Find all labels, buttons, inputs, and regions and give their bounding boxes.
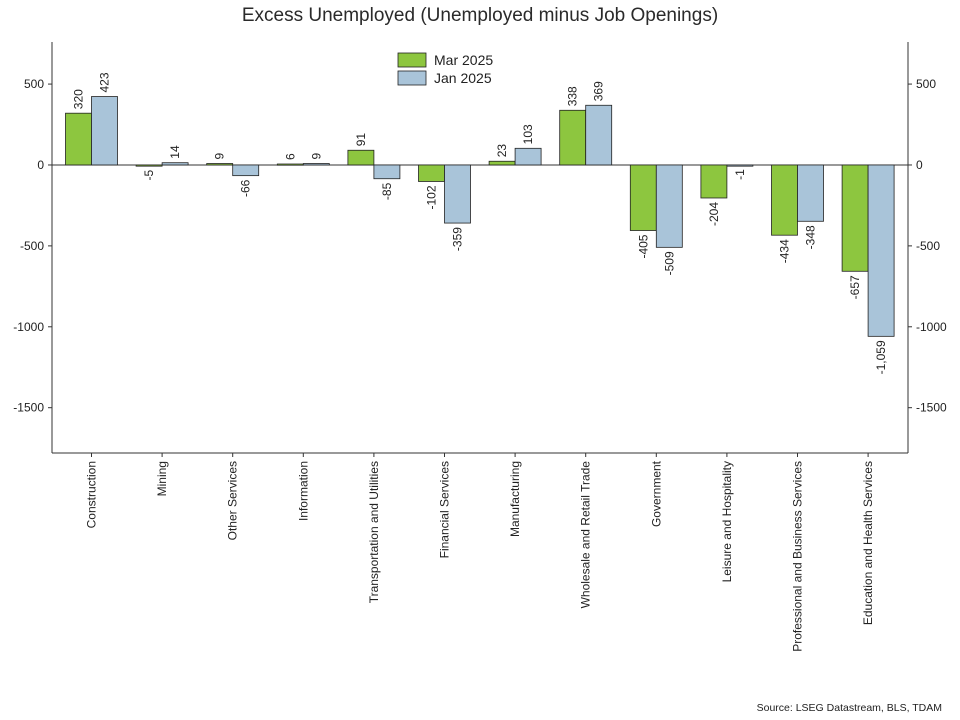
bar-jan-2025 [232,164,260,177]
bar-jan-2025 [444,164,471,224]
bar-value-label: 91 [354,133,368,147]
bar-mar-2025 [206,163,234,166]
bar-jan-2025 [726,164,754,167]
bar-mar-2025 [700,164,728,199]
bar-value-label: 14 [168,145,182,159]
legend-swatch-mar-2025 [397,52,427,68]
bar-jan-2025 [655,164,683,248]
x-category-label: Financial Services [438,461,452,558]
bar-jan-2025 [161,162,189,166]
bar-jan-2025 [373,164,401,180]
x-category-label: Professional and Business Services [791,461,805,652]
bar-mar-2025 [276,163,304,166]
chart-title: Excess Unemployed (Unemployed minus Job … [241,5,719,26]
bar-mar-2025 [559,109,587,166]
x-category-label: Leisure and Hospitality [720,461,734,582]
bar-mar-2025 [629,164,657,231]
y-tick-label-left: 500 [24,77,44,91]
x-category-label: Wholesale and Retail Trade [579,461,593,609]
bar-mar-2025 [488,160,516,166]
bar-value-label: -509 [662,251,676,275]
y-tick-label-right: -500 [916,239,940,253]
bar-value-label: -102 [425,185,439,209]
legend-label-jan-2025: Jan 2025 [434,70,492,86]
bar-value-label: -657 [848,275,862,299]
bar-mar-2025 [418,164,445,182]
bar-jan-2025 [867,164,895,337]
x-category-label: Construction [85,461,99,528]
bar-value-label: 103 [521,124,535,144]
x-category-label: Other Services [226,461,240,540]
bar-jan-2025 [302,163,330,166]
bar-value-label: -405 [636,234,650,258]
legend-label-mar-2025: Mar 2025 [434,52,493,68]
y-tick-label-left: -1500 [13,401,44,415]
y-tick-label-right: -1000 [916,320,947,334]
bar-jan-2025 [91,96,118,166]
x-category-label: Manufacturing [508,461,522,537]
bar-mar-2025 [841,164,869,272]
bar-value-label: -1,059 [874,340,888,374]
bar-value-label: -5 [142,169,156,180]
bar-value-label: 423 [98,72,112,92]
bar-mar-2025 [771,164,798,236]
bar-value-label: 23 [495,144,509,158]
x-category-label: Government [649,460,663,527]
bar-mar-2025 [347,149,375,166]
y-tick-label-left: -500 [20,239,44,253]
x-category-label: Mining [155,461,169,496]
bar-jan-2025 [797,164,824,222]
x-category-label: Education and Health Services [861,461,875,625]
bar-mar-2025 [65,112,92,166]
bar-value-label: -359 [451,227,465,251]
bar-value-label: 369 [592,81,606,101]
bar-value-label: 9 [309,153,323,160]
source-note: Source: LSEG Datastream, BLS, TDAM [756,702,942,714]
bar-value-label: -348 [804,225,818,249]
bar-value-label: 9 [213,153,227,160]
bar-value-label: -66 [239,179,253,197]
bar-value-label: -1 [733,169,747,180]
legend-swatch-jan-2025 [397,70,427,86]
y-tick-label-right: 0 [916,158,923,172]
bar-value-label: 6 [283,153,297,160]
bar-value-label: 338 [566,86,580,106]
bar-value-label: -204 [707,202,721,226]
y-tick-label-right: -1500 [916,401,947,415]
y-tick-label-left: 0 [37,158,44,172]
bar-jan-2025 [514,147,542,166]
bar-mar-2025 [135,164,163,167]
y-tick-label-right: 500 [916,77,936,91]
bar-jan-2025 [585,104,613,166]
bar-value-label: -85 [380,182,394,200]
bar-value-label: -434 [778,239,792,263]
y-tick-label-left: -1000 [13,320,44,334]
x-category-label: Information [296,461,310,521]
bar-value-label: 320 [72,89,86,109]
x-category-label: Transportation and Utilities [367,461,381,603]
